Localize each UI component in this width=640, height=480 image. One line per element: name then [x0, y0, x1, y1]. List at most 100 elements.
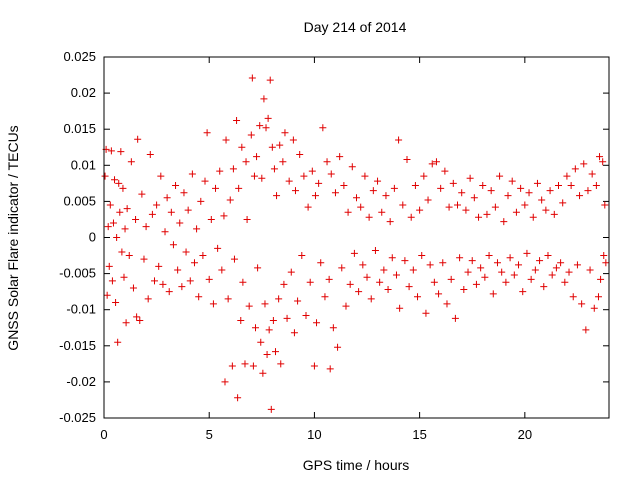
data-point [259, 370, 266, 377]
data-point [391, 185, 398, 192]
data-point [326, 276, 333, 283]
data-point [559, 199, 566, 206]
data-point [345, 209, 352, 216]
data-point [404, 156, 411, 163]
data-point [591, 305, 598, 312]
data-point [132, 216, 139, 223]
data-point [387, 218, 394, 225]
data-point [385, 286, 392, 293]
data-point [202, 178, 209, 185]
data-point [584, 187, 591, 194]
data-point [290, 137, 297, 144]
data-point [108, 147, 115, 154]
data-point [355, 288, 362, 295]
data-point [347, 281, 354, 288]
data-point [378, 209, 385, 216]
y-tick-label: -0.025 [59, 410, 96, 425]
data-point [307, 279, 314, 286]
data-point [549, 272, 556, 279]
data-point [450, 180, 457, 187]
data-point [155, 263, 162, 270]
data-point [511, 272, 518, 279]
data-point [467, 175, 474, 182]
data-point [271, 165, 278, 172]
data-point [122, 225, 129, 232]
data-point [123, 319, 130, 326]
data-point [563, 173, 570, 180]
data-point [439, 259, 446, 266]
data-point [193, 225, 200, 232]
data-point [336, 153, 343, 160]
data-point [292, 187, 299, 194]
data-point [230, 165, 237, 172]
plot-frame [104, 57, 609, 418]
data-point [446, 204, 453, 211]
x-axis-title: GPS time / hours [303, 457, 410, 473]
data-point [102, 173, 109, 180]
data-point [521, 202, 528, 209]
data-point [319, 124, 326, 131]
data-point [166, 288, 173, 295]
data-point [269, 144, 276, 151]
data-point [324, 158, 331, 165]
data-point [557, 259, 564, 266]
data-point [272, 348, 279, 355]
data-point [513, 209, 520, 216]
data-point [136, 317, 143, 324]
data-point [389, 254, 396, 261]
data-point [261, 300, 268, 307]
data-point [361, 173, 368, 180]
data-point [189, 170, 196, 177]
data-point [547, 187, 554, 194]
data-point [248, 131, 255, 138]
data-points [102, 74, 610, 412]
data-point [471, 194, 478, 201]
data-point [454, 202, 461, 209]
data-point [589, 170, 596, 177]
data-point [425, 196, 432, 203]
data-point [115, 180, 122, 187]
data-point [298, 252, 305, 259]
data-point [561, 279, 568, 286]
y-tick-label: 0.01 [71, 157, 96, 172]
data-point [258, 175, 265, 182]
data-point [229, 363, 236, 370]
y-axis-title: GNSS Solar Flare indicator / TECUs [5, 125, 21, 350]
data-point [460, 286, 467, 293]
data-point [595, 293, 602, 300]
data-point [111, 176, 118, 183]
y-tick-label: -0.015 [59, 338, 96, 353]
data-point [359, 261, 366, 268]
data-point [473, 281, 480, 288]
data-point [208, 216, 215, 223]
y-tick-label: -0.005 [59, 266, 96, 281]
data-point [221, 378, 228, 385]
data-point [134, 136, 141, 143]
data-point [408, 214, 415, 221]
data-point [303, 312, 310, 319]
data-point [294, 298, 301, 305]
data-point [260, 95, 267, 102]
data-point [187, 277, 194, 284]
data-point [263, 124, 270, 131]
data-point [566, 269, 573, 276]
tick-marks [104, 57, 609, 418]
data-point [257, 339, 264, 346]
data-point [340, 182, 347, 189]
data-point [370, 187, 377, 194]
data-point [357, 204, 364, 211]
y-tick-label: 0.025 [63, 49, 96, 64]
data-point [284, 315, 291, 322]
data-point [250, 363, 257, 370]
data-point [130, 285, 137, 292]
data-point [220, 212, 227, 219]
data-point [578, 300, 585, 307]
data-point [231, 256, 238, 263]
data-point [252, 324, 259, 331]
data-point [110, 220, 117, 227]
data-point [279, 158, 286, 165]
data-point [500, 218, 507, 225]
data-point [238, 144, 245, 151]
data-point [105, 223, 112, 230]
y-tick-labels: 0.0250.020.0150.010.0050-0.005-0.01-0.01… [59, 49, 96, 425]
